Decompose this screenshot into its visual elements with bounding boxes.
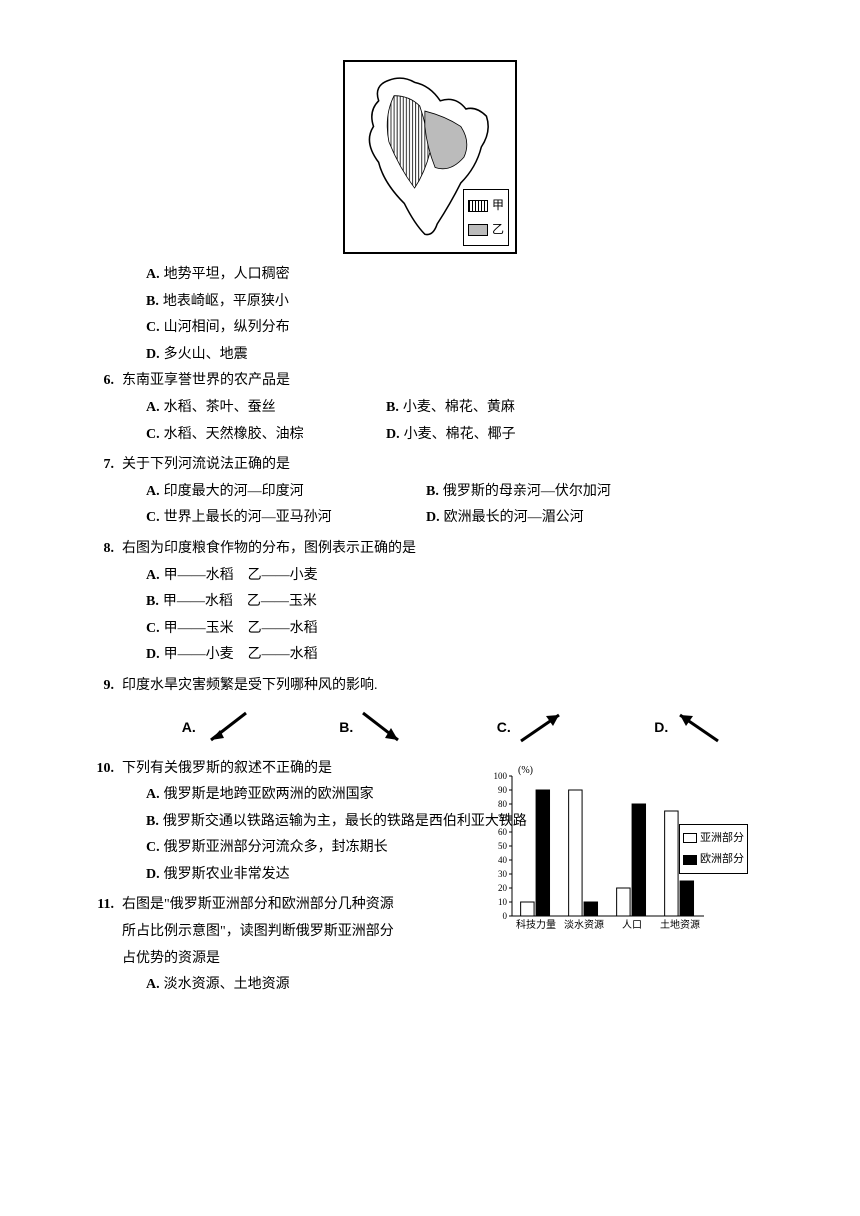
q9-label-c: C.: [497, 714, 511, 741]
q9-label-d: D.: [654, 714, 668, 741]
legend-asia-swatch: [683, 833, 697, 843]
legend-b: 乙: [492, 218, 504, 241]
q8-num: 8.: [90, 536, 114, 563]
question-9: 9. 印度水旱灾害频繁是受下列哪种风的影响. A. B. C. D.: [90, 673, 770, 748]
q7-b: 俄罗斯的母亲河—伏尔加河: [443, 479, 611, 506]
q8-c: 甲——玉米 乙——水稻: [164, 616, 318, 643]
russia-resources-chart: (%)0102030405060708090100科技力量淡水资源人口土地资源 …: [480, 762, 710, 942]
q5-opt-d: 多火山、地震: [164, 342, 248, 369]
q7-num: 7.: [90, 452, 114, 479]
q9-num: 9.: [90, 673, 114, 700]
question-8: 8. 右图为印度粮食作物的分布，图例表示正确的是 A.甲——水稻 乙——小麦 B…: [90, 536, 770, 669]
q8-d: 甲——小麦 乙——水稻: [164, 642, 318, 669]
svg-text:20: 20: [498, 883, 508, 893]
opt-label-a: A.: [146, 262, 160, 289]
svg-text:土地资源: 土地资源: [660, 918, 700, 931]
q6-text: 东南亚享誉世界的农产品是: [122, 368, 770, 395]
q7-text: 关于下列河流说法正确的是: [122, 452, 770, 479]
svg-text:淡水资源: 淡水资源: [564, 918, 604, 931]
legend-swatch-gray: [468, 224, 488, 236]
q7-c: 世界上最长的河—亚马孙河: [164, 505, 332, 532]
arrow-c-icon: [511, 708, 571, 748]
svg-text:(%): (%): [518, 765, 533, 776]
q9-label-a: A.: [182, 714, 196, 741]
svg-text:80: 80: [498, 799, 508, 809]
svg-text:人口: 人口: [622, 919, 642, 931]
legend-europe-swatch: [683, 855, 697, 865]
arrow-d-icon: [668, 708, 728, 748]
arrow-b-icon: [353, 708, 413, 748]
q7-d: 欧洲最长的河—湄公河: [444, 505, 584, 532]
q6-d: 小麦、棉花、椰子: [404, 422, 516, 449]
q10-b: 俄罗斯交通以铁路运输为主，最长的铁路是西伯利亚大铁路: [163, 809, 527, 836]
q6-num: 6.: [90, 368, 114, 395]
q11-num: 11.: [90, 892, 114, 919]
svg-text:50: 50: [498, 841, 508, 851]
svg-text:40: 40: [498, 855, 508, 865]
svg-text:90: 90: [498, 785, 508, 795]
svg-text:0: 0: [503, 911, 508, 921]
q10-d: 俄罗斯农业非常发达: [164, 862, 290, 889]
q5-options: A.地势平坦，人口稠密 B.地表崎岖，平原狭小 C.山河相间，纵列分布 D.多火…: [146, 262, 770, 368]
q6-b: 小麦、棉花、黄麻: [403, 395, 515, 422]
arrow-a-icon: [196, 708, 256, 748]
q8-text: 右图为印度粮食作物的分布，图例表示正确的是: [122, 536, 770, 563]
svg-text:科技力量: 科技力量: [516, 918, 556, 931]
q9-label-b: B.: [339, 714, 353, 741]
q9-text: 印度水旱灾害频繁是受下列哪种风的影响.: [122, 673, 770, 700]
opt-label-d: D.: [146, 342, 160, 369]
opt-label-c: C.: [146, 315, 160, 342]
q5-opt-a: 地势平坦，人口稠密: [164, 262, 290, 289]
q9-arrows: A. B. C. D.: [140, 708, 770, 748]
svg-text:100: 100: [494, 771, 508, 781]
q10-a: 俄罗斯是地跨亚欧两洲的欧洲国家: [164, 782, 374, 809]
map-legend: 甲 乙: [463, 189, 509, 246]
q5-opt-c: 山河相间，纵列分布: [164, 315, 290, 342]
svg-text:60: 60: [498, 827, 508, 837]
question-6: 6. 东南亚享誉世界的农产品是 A.水稻、茶叶、蚕丝 B.小麦、棉花、黄麻 C.…: [90, 368, 770, 448]
chart-legend: 亚洲部分 欧洲部分: [679, 824, 748, 875]
svg-text:30: 30: [498, 869, 508, 879]
svg-text:10: 10: [498, 897, 508, 907]
q8-b: 甲——水稻 乙——玉米: [163, 589, 317, 616]
legend-swatch-hatch: [468, 200, 488, 212]
q6-c: 水稻、天然橡胶、油棕: [164, 422, 304, 449]
q7-a: 印度最大的河—印度河: [164, 479, 304, 506]
q8-a: 甲——水稻 乙——小麦: [164, 563, 318, 590]
q5-opt-b: 地表崎岖，平原狭小: [163, 289, 289, 316]
question-7: 7. 关于下列河流说法正确的是 A.印度最大的河—印度河 B.俄罗斯的母亲河—伏…: [90, 452, 770, 532]
opt-label-b: B.: [146, 289, 159, 316]
legend-asia: 亚洲部分: [700, 828, 744, 849]
svg-text:70: 70: [498, 813, 508, 823]
legend-europe: 欧洲部分: [700, 849, 744, 870]
q10-num: 10.: [90, 756, 114, 783]
q11-a: 淡水资源、土地资源: [164, 972, 290, 999]
q6-a: 水稻、茶叶、蚕丝: [164, 395, 276, 422]
india-crop-map: 甲 乙: [343, 60, 517, 254]
legend-a: 甲: [492, 194, 504, 217]
q10-c: 俄罗斯亚洲部分河流众多，封冻期长: [164, 835, 388, 862]
